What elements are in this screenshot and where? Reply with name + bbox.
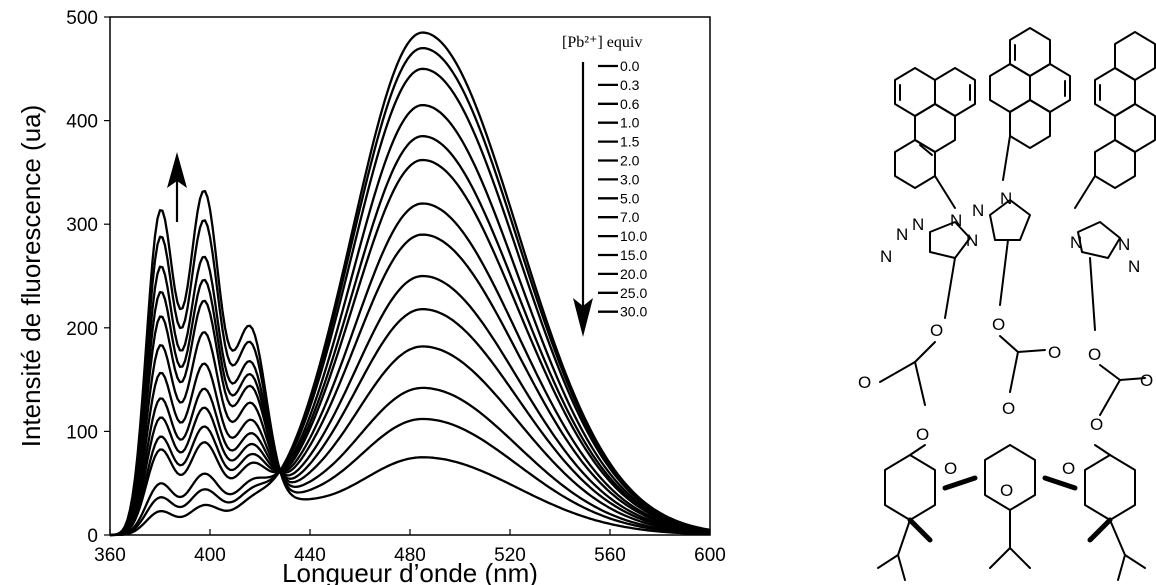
x-axis-label: Longueur d’onde (nm) — [282, 558, 538, 585]
legend-entries: 0.0 0.3 0.6 1.0 1.5 2.0 3.0 5.0 7.0 10.0 15.0 20.0 2… — [598, 58, 647, 320]
legend-entry-label: 1.0 — [620, 115, 640, 131]
spectrum-line-7.0 — [109, 274, 711, 537]
decrease-arrow-icon — [573, 62, 593, 337]
spectra-curves — [109, 31, 711, 537]
x-tick-label: 520 — [494, 545, 526, 566]
spectrum-line-25.0 — [109, 219, 711, 537]
legend-entry-label: 7.0 — [620, 209, 640, 225]
svg-text:N: N — [966, 231, 978, 250]
svg-text:O: O — [1088, 345, 1101, 364]
svg-text:O: O — [1140, 371, 1153, 390]
x-axis-ticks: 360 400 440 480 520 560 600 — [94, 529, 726, 566]
spectrum-line-0.3 — [110, 46, 711, 537]
legend-entry-label: 15.0 — [620, 247, 647, 263]
legend-entry-label: 2.0 — [620, 153, 640, 169]
y-tick-label: 100 — [66, 422, 98, 443]
svg-text:O: O — [1048, 343, 1061, 362]
y-axis-ticks: 0 100 200 300 400 500 — [66, 8, 110, 547]
spectrum-line-10.0 — [109, 299, 711, 537]
legend-entry-label: 0.3 — [620, 77, 640, 93]
y-axis-label: Intensité de fluorescence (ua) — [16, 105, 46, 448]
y-tick-label: 200 — [66, 319, 98, 340]
ch2-left — [934, 175, 956, 209]
y-tick-label: 0 — [87, 526, 98, 547]
svg-text:N: N — [1128, 257, 1140, 276]
spectrum-line-0.0 — [110, 31, 711, 537]
svg-text:O: O — [858, 373, 871, 392]
x-tick-label: 360 — [94, 545, 126, 566]
svg-text:O: O — [1090, 415, 1103, 434]
pyrene-left — [894, 67, 976, 189]
svg-text:O: O — [944, 459, 957, 478]
spectrum-line-5.0 — [109, 233, 711, 537]
svg-text:N: N — [1000, 189, 1012, 208]
spectrum-line-0.6 — [110, 67, 711, 537]
x-tick-label: 600 — [694, 545, 726, 566]
legend-entry-label: 1.5 — [620, 134, 640, 150]
legend-title: [Pb²⁺] equiv — [562, 34, 642, 51]
spectrum-line-1.5 — [109, 134, 711, 537]
calixarene-core: O O O — [877, 444, 1146, 581]
svg-text:O: O — [992, 315, 1005, 334]
y-tick-label: 500 — [66, 8, 98, 29]
svg-text:N: N — [972, 201, 984, 220]
spectrum-line-1.0 — [110, 103, 711, 537]
x-tick-label: 560 — [594, 545, 626, 566]
fluorescence-chart: 360 400 440 480 520 560 600 0 100 200 300 400 500 L… — [16, 8, 726, 585]
pyrene-right — [1094, 31, 1156, 189]
svg-text:N: N — [1118, 235, 1130, 254]
legend-entry-label: 0.0 — [620, 58, 640, 74]
legend-entry-label: 5.0 — [620, 190, 640, 206]
increase-arrow-icon — [167, 152, 187, 222]
legend-entry-label: 25.0 — [620, 285, 647, 301]
x-tick-label: 400 — [194, 545, 226, 566]
svg-text:O: O — [1000, 481, 1013, 500]
svg-text:N: N — [1070, 233, 1082, 252]
triazole-right: N N N — [1070, 221, 1140, 276]
calixarene-structure: N N N N O O O N N N O — [858, 27, 1156, 581]
x-tick-label: 440 — [294, 545, 326, 566]
spectrum-line-20.0 — [109, 255, 711, 537]
svg-text:O: O — [1062, 459, 1075, 478]
triazole-left: N N N N — [880, 211, 971, 266]
svg-text:N: N — [950, 211, 962, 230]
spectrum-line-15.0 — [109, 278, 711, 537]
x-tick-label: 480 — [394, 545, 426, 566]
svg-text:N: N — [912, 215, 924, 234]
pyrene-middle — [989, 27, 1071, 149]
y-tick-label: 400 — [66, 112, 98, 133]
svg-text:O: O — [930, 321, 943, 340]
legend: [Pb²⁺] equiv 0.0 0.3 0.6 1.0 1.5 2.0 3.0 5.0 7.0… — [562, 34, 647, 320]
triazole-middle: N N N — [966, 189, 1031, 250]
svg-text:N: N — [896, 225, 908, 244]
spectrum-line-2.0 — [109, 158, 711, 537]
svg-text:N: N — [880, 247, 892, 266]
svg-text:O: O — [916, 425, 929, 444]
spectrum-line-3.0 — [109, 202, 711, 537]
legend-entry-label: 10.0 — [620, 228, 647, 244]
y-tick-label: 300 — [66, 215, 98, 236]
legend-entry-label: 20.0 — [620, 266, 647, 282]
legend-entry-label: 3.0 — [620, 171, 640, 187]
legend-entry-label: 0.6 — [620, 96, 640, 112]
legend-entry-label: 30.0 — [620, 304, 647, 320]
spectrum-line-30.0 — [109, 189, 711, 537]
svg-text:O: O — [1002, 399, 1015, 418]
